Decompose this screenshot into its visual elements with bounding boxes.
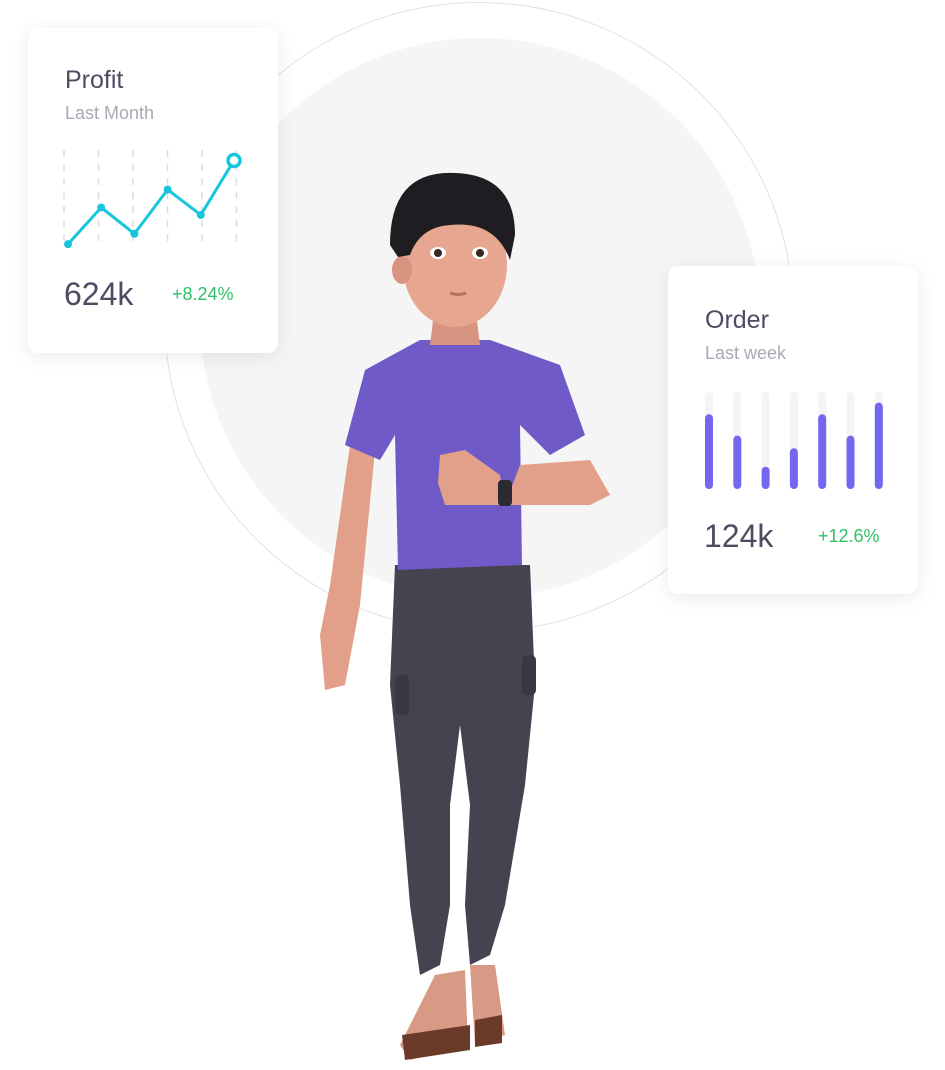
profit-value: 624k — [64, 276, 134, 312]
data-point — [196, 210, 205, 219]
bar — [733, 435, 742, 489]
profit-line-chart — [63, 150, 242, 249]
order-title: Order — [705, 306, 769, 334]
bar — [818, 414, 827, 489]
profit-change: +8.24% — [172, 284, 234, 304]
order-bar-chart — [705, 392, 883, 489]
profit-subtitle: Last Month — [65, 103, 155, 123]
data-point — [97, 203, 106, 212]
order-card: Order Last week 124k +12.6% — [668, 266, 918, 594]
profit-card: Profit Last Month 624k +8.24% — [28, 28, 278, 353]
profit-line — [66, 159, 236, 246]
data-point — [226, 152, 242, 169]
data-point — [163, 185, 172, 194]
bar — [761, 466, 770, 489]
bar — [789, 448, 798, 489]
bar — [705, 414, 713, 489]
bar — [874, 402, 883, 489]
data-point — [64, 240, 72, 249]
order-change: +12.6% — [818, 526, 880, 546]
bar — [846, 435, 855, 489]
order-subtitle: Last week — [705, 343, 787, 363]
profit-title: Profit — [65, 66, 124, 94]
bar-track — [761, 392, 770, 489]
data-point — [130, 229, 139, 238]
person-illustration — [320, 172, 610, 1060]
order-value: 124k — [704, 518, 774, 554]
